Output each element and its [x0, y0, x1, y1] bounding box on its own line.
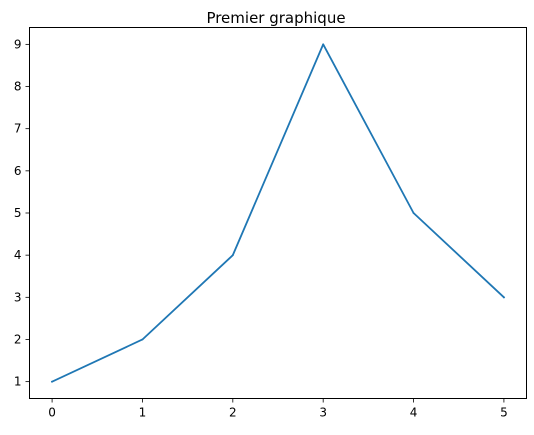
y-tick-label: 5 [14, 206, 22, 220]
data-point [51, 380, 53, 383]
x-tick-label: 4 [410, 406, 418, 420]
y-tick-label: 3 [14, 290, 22, 304]
x-tick-label: 3 [319, 406, 327, 420]
y-tick-label: 8 [14, 80, 22, 94]
data-point [322, 43, 325, 46]
series-group [50, 43, 506, 383]
x-axis: 0 1 2 3 4 5 [48, 398, 508, 420]
x-tick-label: 2 [229, 406, 237, 420]
y-axis: 1 2 3 4 5 6 7 8 9 [14, 37, 30, 389]
series-line [50, 43, 506, 383]
data-point [141, 338, 144, 341]
data-point [412, 212, 415, 214]
data-point [231, 254, 234, 257]
y-tick-label: 2 [14, 332, 22, 346]
y-tick-label: 4 [14, 248, 22, 262]
plot-area [29, 27, 527, 399]
y-tick-label: 7 [14, 122, 22, 136]
y-tick-label: 6 [14, 164, 22, 178]
y-tick-label: 9 [14, 37, 22, 51]
axes-frame [29, 27, 527, 399]
chart-title: Premier graphique [206, 9, 345, 27]
y-tick-label: 1 [14, 375, 22, 389]
data-point [503, 296, 505, 299]
x-tick-label: 5 [500, 406, 508, 420]
x-tick-label: 1 [139, 406, 147, 420]
x-tick-label: 0 [48, 406, 56, 420]
